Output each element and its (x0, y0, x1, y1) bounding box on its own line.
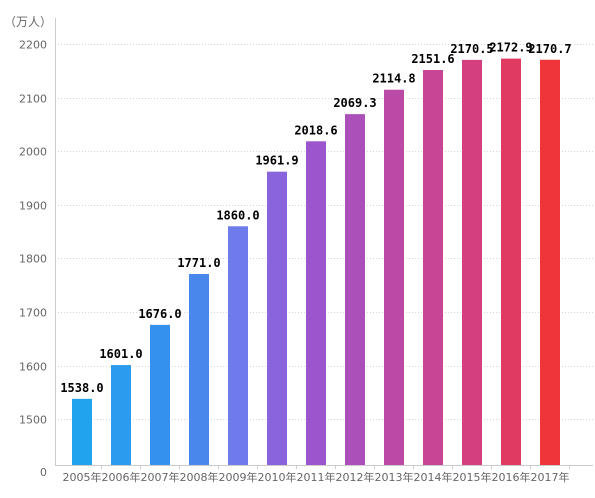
y-axis-ticks: 1500 1600 1700 1800 1900 2000 2100 2200 0 (19, 39, 47, 480)
y-tick-label: 1900 (19, 200, 47, 213)
x-tick-label: 2007年 (141, 470, 180, 484)
bar (384, 89, 404, 465)
bar-value-label: 1601.0 (99, 347, 142, 361)
bar (306, 141, 326, 466)
bar-value-label: 1538.0 (60, 381, 103, 395)
bar-value-label: 2170.7 (528, 42, 571, 56)
x-tick-label: 2005年 (63, 470, 102, 484)
bar-value-label: 2172.9 (489, 41, 532, 55)
bar (501, 58, 521, 466)
y-axis-break-label: 0 (40, 466, 47, 479)
y-tick-label: 2000 (19, 146, 47, 159)
x-axis-ticks: 2005年 2006年 2007年 2008年 2009年 2010年 2011年 2012年… (63, 470, 570, 484)
bar (462, 59, 482, 466)
x-tick-label: 2012年 (336, 470, 375, 484)
x-tick-label: 2015年 (453, 470, 492, 484)
bar (345, 114, 365, 466)
bar-value-label: 2170.5 (450, 42, 493, 56)
bar (423, 70, 443, 466)
bar (540, 59, 560, 465)
y-tick-label: 1800 (19, 253, 47, 266)
bar-value-label: 1676.0 (138, 307, 181, 321)
bar-value-label: 1961.9 (255, 154, 298, 168)
x-tick-label: 2013年 (375, 470, 414, 484)
x-tick-label: 2016年 (492, 470, 531, 484)
y-tick-label: 1600 (19, 361, 47, 374)
y-tick-label: 2100 (19, 93, 47, 106)
bar (72, 398, 92, 465)
y-axis-unit-label: （万人） (4, 15, 53, 29)
x-tick-label: 2017年 (531, 470, 570, 484)
x-tick-label: 2014年 (414, 470, 453, 484)
bar-value-label: 2069.3 (333, 96, 376, 110)
bar (189, 273, 209, 465)
x-tick-label: 2008年 (180, 470, 219, 484)
bar (228, 226, 248, 465)
bars (72, 58, 560, 466)
bar (150, 324, 170, 465)
y-tick-label: 2200 (19, 39, 47, 52)
bar-value-label: 2018.6 (294, 123, 337, 137)
bar (111, 365, 131, 465)
bar-value-label: 1771.0 (177, 256, 220, 270)
bar (267, 171, 287, 465)
data-labels: 1538.0 1601.0 1676.0 1771.0 1860.0 1961.9 2018… (60, 41, 571, 395)
bar-value-label: 2114.8 (372, 72, 415, 86)
axes (55, 18, 593, 469)
x-tick-label: 2010年 (258, 470, 297, 484)
bar-value-label: 2151.6 (411, 52, 454, 66)
x-tick-label: 2011年 (297, 470, 336, 484)
y-tick-label: 1700 (19, 307, 47, 320)
x-tick-label: 2009年 (219, 470, 258, 484)
y-tick-label: 1500 (19, 414, 47, 427)
x-tick-label: 2006年 (102, 470, 141, 484)
bar-value-label: 1860.0 (216, 208, 259, 222)
